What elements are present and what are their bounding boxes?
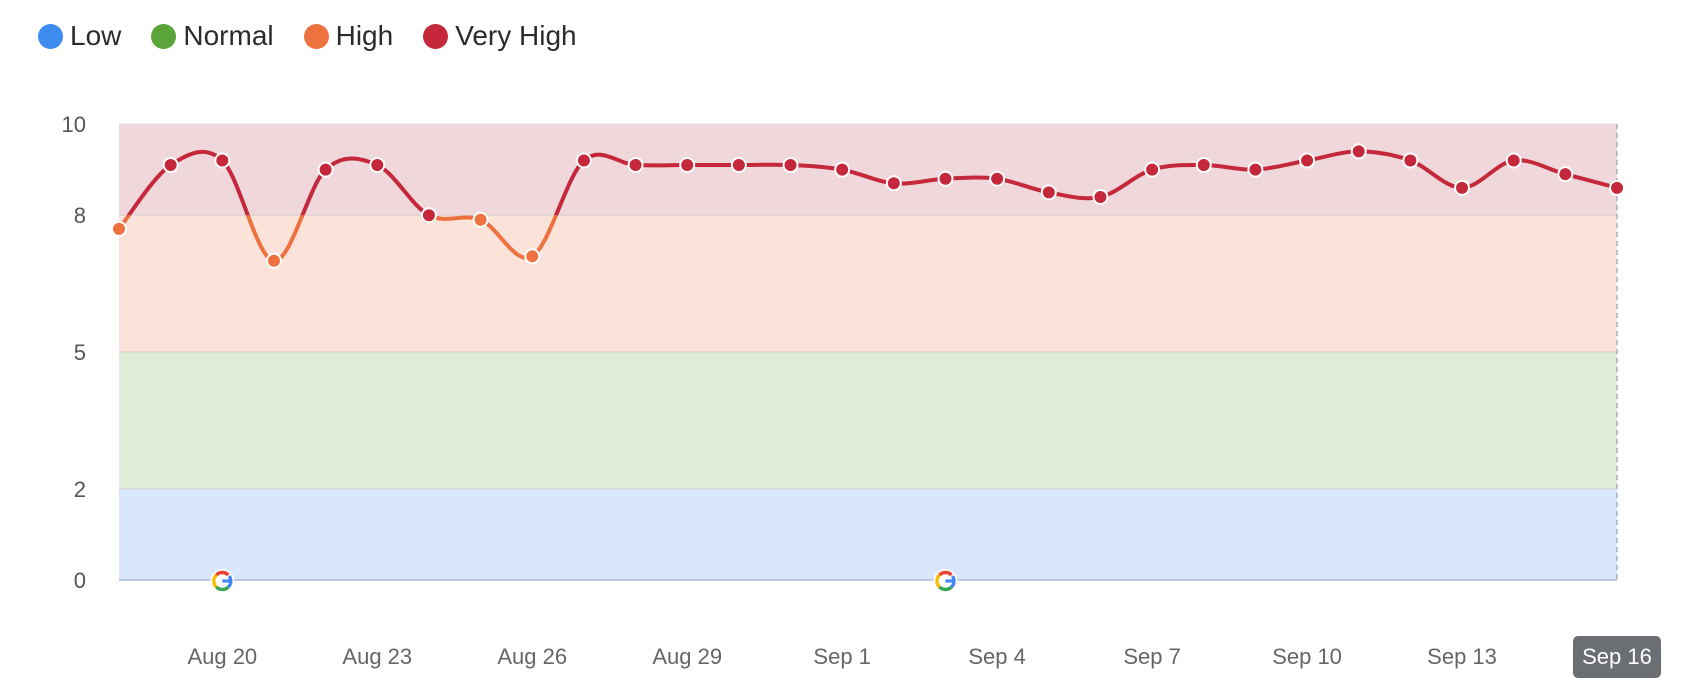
google-icon[interactable] <box>933 569 958 593</box>
y-tick-label: 10 <box>62 112 86 137</box>
legend-label: High <box>335 20 394 51</box>
data-point[interactable] <box>369 157 386 174</box>
data-point[interactable] <box>834 161 851 178</box>
band-low <box>119 488 1617 580</box>
x-tick-label: Sep 1 <box>813 644 871 669</box>
y-axis: 0 2 5 8 10 <box>62 112 86 593</box>
data-point[interactable] <box>1092 188 1109 205</box>
legend-item-low[interactable]: Low <box>38 20 121 52</box>
legend: Low Normal High Very High <box>38 20 607 52</box>
legend-dot-low <box>38 23 63 49</box>
grid-layer <box>119 123 1618 581</box>
legend-label: Normal <box>183 20 274 51</box>
data-point[interactable] <box>989 170 1006 187</box>
legend-label: Very High <box>455 20 577 51</box>
data-point[interactable] <box>265 252 282 269</box>
legend-dot-very-high <box>423 23 449 49</box>
band-high <box>119 215 1617 352</box>
legend-item-high[interactable]: High <box>303 20 394 52</box>
x-tick-label: Aug 29 <box>652 644 722 669</box>
x-tick-label: Aug 23 <box>342 644 412 669</box>
data-point[interactable] <box>1454 179 1471 196</box>
data-point[interactable] <box>1247 161 1264 178</box>
band-normal <box>119 352 1617 489</box>
data-point[interactable] <box>420 207 437 224</box>
x-tick-label: Sep 10 <box>1272 644 1342 669</box>
data-point[interactable] <box>782 157 799 174</box>
data-point[interactable] <box>627 157 644 174</box>
legend-item-very-high[interactable]: Very High <box>423 20 577 52</box>
legend-item-normal[interactable]: Normal <box>151 20 274 52</box>
band-very-high <box>119 124 1617 216</box>
data-point[interactable] <box>111 220 127 237</box>
data-point[interactable] <box>524 248 541 265</box>
google-marker-layer <box>210 569 958 593</box>
data-point[interactable] <box>472 211 489 228</box>
band-layer <box>119 124 1617 580</box>
x-tick-label: Sep 7 <box>1123 644 1181 669</box>
y-tick-label: 5 <box>74 340 86 365</box>
x-tick-label: Aug 26 <box>497 644 567 669</box>
x-tick-label: Sep 4 <box>968 644 1026 669</box>
data-point[interactable] <box>214 152 231 169</box>
data-point[interactable] <box>1505 152 1522 169</box>
data-point[interactable] <box>1557 166 1574 183</box>
point-layer <box>111 143 1625 269</box>
data-point[interactable] <box>885 175 902 192</box>
data-point[interactable] <box>1609 179 1625 196</box>
data-point[interactable] <box>1040 184 1057 201</box>
data-point[interactable] <box>1299 152 1316 169</box>
data-point[interactable] <box>575 152 592 169</box>
data-point[interactable] <box>679 157 696 174</box>
y-tick-label: 0 <box>74 568 86 593</box>
data-point[interactable] <box>730 157 747 174</box>
data-point[interactable] <box>1144 161 1161 178</box>
legend-label: Low <box>70 20 122 51</box>
data-point[interactable] <box>937 170 954 187</box>
legend-dot-high <box>303 23 329 49</box>
current-date-badge <box>1573 636 1661 678</box>
y-tick-label: 2 <box>74 477 86 502</box>
data-point[interactable] <box>1402 152 1419 169</box>
x-axis: Aug 20 Aug 23 Aug 26 Aug 29 Sep 1 Sep 4 Sep 7 S… <box>187 636 1661 678</box>
data-point[interactable] <box>1195 157 1212 174</box>
legend-dot-normal <box>151 23 177 49</box>
x-tick-label: Aug 20 <box>187 644 257 669</box>
x-tick-label: Sep 13 <box>1427 644 1497 669</box>
data-point[interactable] <box>317 161 334 178</box>
google-icon[interactable] <box>210 569 235 593</box>
y-tick-label: 8 <box>74 203 86 228</box>
data-point[interactable] <box>1350 143 1367 160</box>
data-point[interactable] <box>162 157 179 174</box>
current-date-label: Sep 16 <box>1582 644 1652 669</box>
